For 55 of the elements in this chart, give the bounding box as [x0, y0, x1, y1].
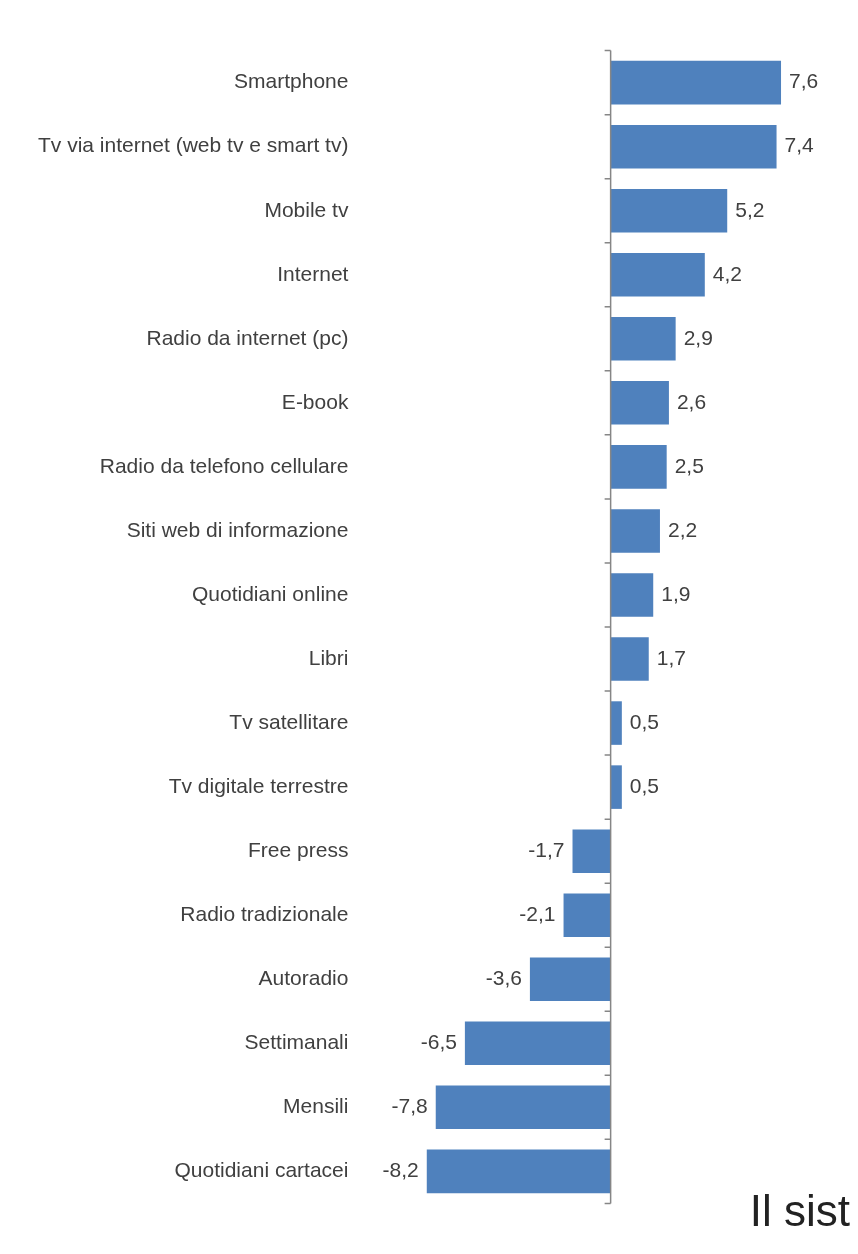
bar	[610, 509, 660, 553]
y-tick-label: Siti web di informazione	[126, 517, 349, 541]
y-tick-label: Autoradio	[258, 966, 349, 990]
data-label: 2,9	[683, 325, 713, 349]
y-tick-label: Smartphone	[234, 69, 349, 93]
bar	[610, 445, 667, 489]
data-label: 5,2	[735, 197, 765, 221]
y-tick-label: Internet	[277, 261, 349, 285]
data-label: 2,5	[674, 453, 704, 477]
bar	[610, 317, 676, 361]
y-tick-label: Libri	[308, 645, 349, 669]
data-label: 7,4	[784, 133, 815, 157]
y-tick-label: Radio da telefono cellulare	[99, 453, 349, 477]
bar	[572, 829, 611, 873]
y-tick-label: Quotidiani cartacei	[174, 1158, 349, 1182]
bar	[610, 701, 622, 745]
data-label: 4,2	[712, 261, 742, 285]
y-tick-label: Free press	[248, 837, 349, 861]
bar	[610, 124, 777, 169]
y-tick-label: Settimanali	[244, 1030, 349, 1054]
bar	[464, 1021, 611, 1066]
y-tick-label: Tv via internet (web tv e smart tv)	[37, 133, 349, 157]
y-tick-label: Tv satellitare	[229, 709, 349, 733]
bar	[610, 381, 669, 425]
data-label: -6,5	[420, 1030, 457, 1054]
y-tick-label: Radio tradizionale	[180, 902, 349, 925]
y-tick-label: E-book	[281, 389, 349, 413]
y-tick-label: Tv digitale terrestre	[168, 773, 349, 797]
bar	[610, 637, 649, 681]
y-tick-label: Mensili	[283, 1094, 349, 1118]
bar	[610, 60, 782, 105]
y-tick-label: Radio da internet (pc)	[146, 325, 349, 349]
data-label: 0,5	[629, 773, 660, 797]
bar	[426, 1149, 611, 1194]
annotation: Il sist	[749, 1186, 850, 1236]
data-label: -2,1	[519, 902, 556, 925]
bar	[610, 188, 728, 233]
data-label: 2,2	[667, 517, 698, 541]
bar	[610, 765, 622, 809]
data-label: -3,6	[485, 966, 522, 990]
y-tick-label: Mobile tv	[264, 197, 349, 221]
bar	[610, 252, 705, 297]
data-label: 0,5	[629, 709, 660, 733]
bar	[610, 573, 654, 617]
data-label: 7,6	[789, 69, 819, 93]
bar	[529, 957, 611, 1002]
data-label: 1,7	[656, 645, 686, 669]
data-label: -7,8	[391, 1094, 428, 1118]
y-tick-label: Quotidiani online	[191, 581, 349, 605]
bar	[435, 1085, 611, 1130]
bar	[563, 893, 611, 937]
data-label: 2,6	[676, 389, 707, 413]
data-label: -1,7	[528, 837, 565, 861]
data-label: -8,2	[382, 1158, 419, 1182]
data-label: 1,9	[661, 581, 691, 605]
